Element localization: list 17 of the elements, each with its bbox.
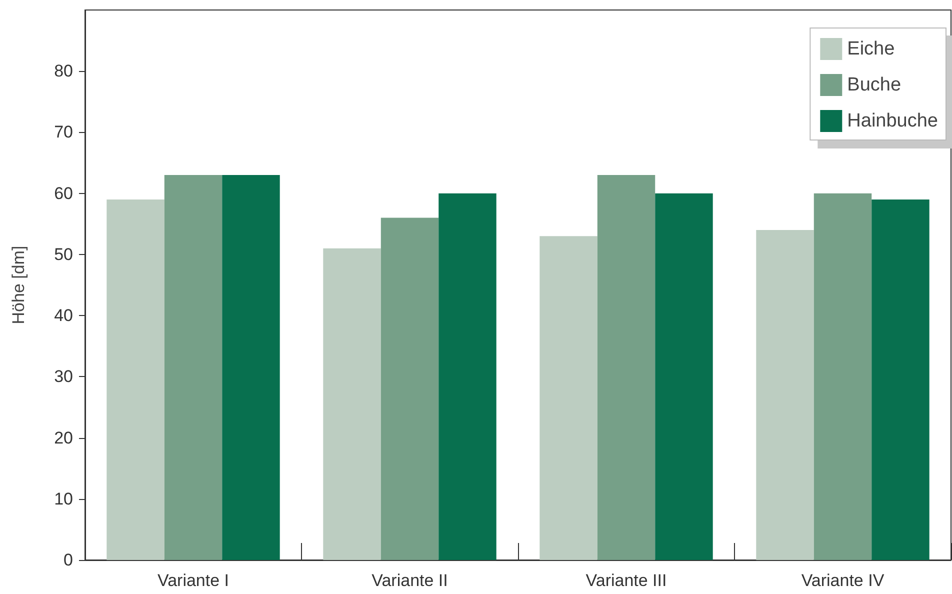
y-tick-label: 40 xyxy=(54,306,73,326)
y-tick-label: 30 xyxy=(54,367,73,386)
y-tick-label: 80 xyxy=(54,62,73,81)
x-tick-label: Variante II xyxy=(372,571,448,590)
y-axis-title: Höhe [dm] xyxy=(9,246,28,324)
x-tick-label: Variante III xyxy=(586,571,667,590)
legend-label: Buche xyxy=(847,74,902,96)
legend-label: Eiche xyxy=(847,38,895,60)
y-tick-label: 60 xyxy=(54,184,73,203)
y-tick-label: 10 xyxy=(54,489,73,508)
y-tick-label: 70 xyxy=(54,122,73,142)
legend-label: Hainbuche xyxy=(847,110,938,132)
y-tick-label: 20 xyxy=(54,428,73,448)
x-tick-label: Variante IV xyxy=(801,571,885,590)
y-tick-label: 50 xyxy=(54,244,73,264)
y-tick-label: 0 xyxy=(64,550,73,570)
x-tick-label: Variante I xyxy=(157,571,230,590)
